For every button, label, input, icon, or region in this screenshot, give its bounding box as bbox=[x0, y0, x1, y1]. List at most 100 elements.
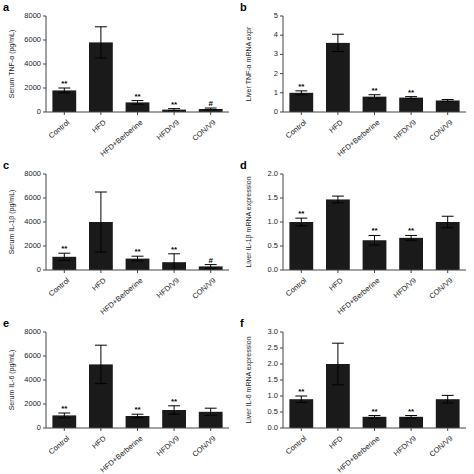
error-bar-cap bbox=[369, 245, 381, 246]
error-bar bbox=[295, 91, 307, 95]
y-tick-label: 0 bbox=[37, 423, 41, 432]
y-tick-label: 0 bbox=[37, 107, 41, 116]
error-bar-cap bbox=[332, 343, 344, 344]
x-tick bbox=[210, 112, 211, 115]
x-tick bbox=[210, 428, 211, 431]
error-bar-cap bbox=[168, 110, 180, 111]
panel-label: e bbox=[3, 317, 9, 329]
error-bar-line bbox=[447, 395, 448, 403]
error-bar-line bbox=[374, 95, 375, 99]
x-tick bbox=[411, 270, 412, 273]
error-bar-cap bbox=[442, 101, 454, 102]
error-bar-cap bbox=[442, 403, 454, 404]
x-tick bbox=[137, 428, 138, 431]
panel: 02000400060008000******#ControlHFDHFD+Be… bbox=[3, 1, 229, 158]
error-bar-line bbox=[301, 91, 302, 95]
panel: 012345******ControlHFDHFD+BerberineHFD/V… bbox=[240, 1, 466, 158]
error-bar-cap bbox=[442, 227, 454, 228]
significance-label: # bbox=[208, 99, 213, 108]
x-tick-label: Control bbox=[47, 276, 72, 299]
bar bbox=[289, 222, 313, 270]
x-tick bbox=[301, 270, 302, 273]
y-axis bbox=[46, 174, 47, 270]
x-tick bbox=[337, 270, 338, 273]
error-bar bbox=[132, 414, 144, 418]
y-tick-label: 0.0 bbox=[268, 265, 278, 274]
significance-label: # bbox=[208, 256, 213, 265]
y-axis-label: Liver TNF-α mRNA expr bbox=[245, 26, 253, 101]
y-axis-label: Liver IL-6 mRNA expression bbox=[245, 336, 253, 423]
bar bbox=[436, 222, 460, 270]
y-axis-label: Liver IL-1β mRNA expression bbox=[245, 176, 253, 267]
panel: 02000400060008000******ControlHFDHFD+Ber… bbox=[3, 317, 229, 474]
y-tick-label: 6000 bbox=[24, 193, 41, 202]
y-axis bbox=[46, 16, 47, 112]
error-bar-cap bbox=[442, 99, 454, 100]
y-tick-label: 2 bbox=[274, 69, 278, 78]
bar bbox=[399, 238, 423, 270]
x-tick bbox=[447, 270, 448, 273]
error-bar-line bbox=[210, 408, 211, 415]
plot-area bbox=[289, 196, 459, 270]
x-tick bbox=[374, 428, 375, 431]
error-bar bbox=[132, 256, 144, 261]
x-tick-label: HFD/V9 bbox=[392, 118, 418, 142]
x-tick-label: HFD bbox=[327, 434, 345, 451]
error-bar-line bbox=[301, 218, 302, 226]
x-tick bbox=[337, 112, 338, 115]
significance-label: ** bbox=[61, 404, 68, 413]
y-tick-label: 1.5 bbox=[268, 193, 278, 202]
bar bbox=[399, 98, 423, 112]
error-bar-cap bbox=[95, 26, 107, 27]
bar bbox=[126, 102, 150, 112]
bar bbox=[436, 399, 460, 428]
error-bar-cap bbox=[132, 261, 144, 262]
y-tick-label: 5 bbox=[274, 11, 278, 20]
error-bar-cap bbox=[369, 418, 381, 419]
x-tick-label: Control bbox=[284, 118, 309, 141]
error-bar-line bbox=[337, 34, 338, 51]
x-tick-label: HFD+Berberine bbox=[336, 276, 382, 317]
error-bar bbox=[442, 395, 454, 403]
y-tick-label: 8000 bbox=[24, 11, 41, 20]
x-tick bbox=[100, 270, 101, 273]
bar bbox=[289, 93, 313, 112]
error-bar-cap bbox=[332, 202, 344, 203]
x-tick bbox=[64, 270, 65, 273]
y-tick-label: 1.0 bbox=[268, 217, 278, 226]
x-tick bbox=[447, 428, 448, 431]
x-tick bbox=[137, 112, 138, 115]
error-bar-cap bbox=[58, 417, 70, 418]
error-bar-cap bbox=[405, 98, 417, 99]
error-bar-cap bbox=[405, 418, 417, 419]
y-tick-label: 3 bbox=[274, 49, 278, 58]
significance-label: ** bbox=[408, 88, 415, 97]
plot-area bbox=[289, 34, 459, 112]
bar bbox=[52, 90, 76, 112]
x-tick-label: HFD+Berberine bbox=[99, 118, 145, 159]
error-bar bbox=[58, 88, 70, 93]
x-tick-label: HFD bbox=[90, 118, 108, 135]
y-tick-label: 2000 bbox=[24, 241, 41, 250]
error-bar bbox=[168, 109, 180, 111]
x-tick-label: HFD/V9 bbox=[392, 434, 418, 458]
bar bbox=[363, 240, 387, 270]
x-tick bbox=[210, 270, 211, 273]
error-bar-cap bbox=[442, 395, 454, 396]
x-tick bbox=[174, 112, 175, 115]
error-bar-line bbox=[374, 235, 375, 245]
error-bar-line bbox=[301, 396, 302, 402]
significance-label: ** bbox=[298, 82, 305, 91]
error-bar bbox=[369, 416, 381, 419]
y-tick-label: 4000 bbox=[24, 59, 41, 68]
error-bar-line bbox=[100, 345, 101, 383]
significance-label: ** bbox=[171, 100, 178, 109]
error-bar-line bbox=[137, 414, 138, 418]
x-tick-label: HFD/V9 bbox=[155, 118, 181, 142]
y-axis bbox=[283, 16, 284, 112]
error-bar-line bbox=[137, 256, 138, 261]
bar bbox=[326, 43, 350, 112]
significance-label: ** bbox=[134, 247, 141, 256]
y-tick-label: 0 bbox=[37, 265, 41, 274]
significance-label: ** bbox=[298, 387, 305, 396]
